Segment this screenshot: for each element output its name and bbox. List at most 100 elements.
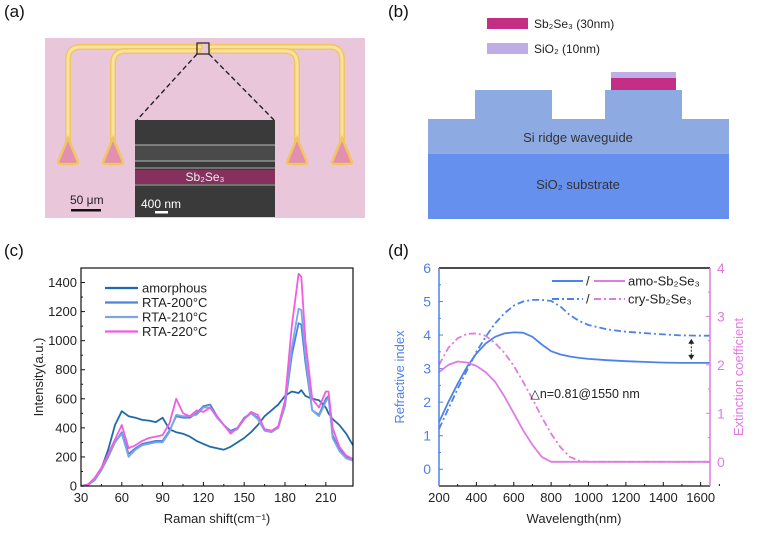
chart-d-xtick-label: 200 <box>428 490 450 505</box>
chart-d-ytick-right-label: 0 <box>717 454 725 470</box>
chart-d-ytick-left-label: 5 <box>423 294 431 310</box>
chart-c-ytick-label: 1000 <box>48 333 77 348</box>
legend-label-sb2se3: Sb₂Se₃ (30nm) <box>534 17 614 31</box>
panel-b-schematic: Sb₂Se₃ (30nm) SiO₂ (10nm) Si ridge waveg… <box>428 17 729 219</box>
legend-label-sio2: SiO₂ (10nm) <box>534 42 600 56</box>
chart-d-optical-constants: 200 400 600 800 1000 1200 1400 1600 0 1 2 3 4 5 6 0 1 2 3 4… <box>392 260 746 526</box>
chart-d-ytick-left-label: 2 <box>423 394 431 410</box>
chart-c-xtick-label: 60 <box>115 490 129 505</box>
chart-c-ticks: 30 60 90 120 150 180 210 0 200 400 600 800 1000 1200 1… <box>48 267 337 505</box>
chart-d-annotation: △n=0.81@1550 nm <box>530 387 640 401</box>
chart-d-ylabel-right: Extinction coefficient <box>731 317 746 436</box>
chart-d-ytick-left-label: 4 <box>423 327 431 343</box>
chart-c-ytick-label: 400 <box>55 420 77 435</box>
chart-c-ytick-label: 1400 <box>48 275 77 290</box>
sem-waveguide-core <box>135 145 275 161</box>
chart-d-legend-label: amo-Sb₂Se₃ <box>628 274 700 289</box>
panel-a-micrograph: Sb₂Se₃ 400 nm 50 μm <box>45 38 365 218</box>
chart-d-xtick-label: 1000 <box>574 490 603 505</box>
chart-c-line-3 <box>80 272 354 487</box>
chart-c-ytick-label: 600 <box>55 391 77 406</box>
delta-n-arrowhead-down <box>688 354 695 360</box>
chart-d-xtick-label: 1400 <box>649 490 678 505</box>
chart-c-ytick-label: 0 <box>70 479 77 494</box>
chart-c-xtick-label: 210 <box>315 490 337 505</box>
chart-c-xtick-label: 180 <box>274 490 296 505</box>
chart-c-ylabel: Intensity(a.u.) <box>31 338 46 417</box>
inset-scale-bar <box>155 211 168 214</box>
legend-swatch-sb2se3 <box>487 18 528 29</box>
chart-d-xlabel: Wavelength(nm) <box>527 511 622 526</box>
inner-arm-left-core <box>111 49 200 142</box>
chart-d-xtick-label: 600 <box>503 490 525 505</box>
coupler-1 <box>56 134 80 166</box>
chart-d-ytick-right-label: 3 <box>717 308 725 324</box>
inset-material-label: Sb₂Se₃ <box>186 170 225 184</box>
panel-label-d: (d) <box>388 241 409 260</box>
zoom-line-left <box>136 53 198 121</box>
chart-d-legend-separator: / <box>586 274 590 289</box>
chart-d-line-3 <box>438 332 710 463</box>
panel-label-c: (c) <box>4 241 24 260</box>
chart-d-xtick-label: 1600 <box>686 490 715 505</box>
panel-label-b: (b) <box>388 2 409 21</box>
chart-d-ytick-left-label: 1 <box>423 428 431 444</box>
chart-d-ylabel-left: Refractive index <box>392 330 407 424</box>
chart-c-frame <box>80 267 354 487</box>
chart-d-series <box>438 298 710 463</box>
coupler-3 <box>285 134 309 166</box>
substrate-label: SiO₂ substrate <box>536 177 620 192</box>
chart-c-ytick-label: 800 <box>55 362 77 377</box>
chart-d-xtick-label: 400 <box>466 490 488 505</box>
chart-d-ytick-right-label: 4 <box>717 260 725 276</box>
chart-c-legend-label: RTA-200°C <box>142 295 207 310</box>
si-ridge-layer <box>428 90 729 154</box>
chart-d-ytick-left-label: 6 <box>423 260 431 276</box>
chart-d-legend: / amo-Sb₂Se₃ / cry-Sb₂Se₃ <box>552 274 700 307</box>
chart-c-series <box>80 272 354 487</box>
main-scale-label: 50 μm <box>70 193 104 207</box>
ridge-label: Si ridge waveguide <box>523 130 633 145</box>
chart-c-legend-label: RTA-220°C <box>142 324 207 339</box>
chart-d-line-1 <box>438 298 710 430</box>
substrate-layer <box>428 154 729 219</box>
chart-d-line-2 <box>438 360 710 463</box>
main-scale-bar <box>71 209 101 212</box>
sem-sb2se3-band <box>135 170 275 184</box>
delta-n-arrowhead-up <box>688 338 695 344</box>
chart-c-xlabel: Raman shift(cm⁻¹) <box>164 511 271 526</box>
sem-inset: Sb₂Se₃ 400 nm <box>135 120 275 217</box>
chart-d-ytick-left-label: 0 <box>423 461 431 477</box>
coupler-4 <box>330 134 354 166</box>
chart-c-xtick-label: 120 <box>193 490 215 505</box>
chart-d-xtick-label: 800 <box>540 490 562 505</box>
outer-arm-right-core <box>208 45 344 142</box>
outer-arm-left-core <box>66 45 202 142</box>
grating-couplers <box>56 134 354 166</box>
chart-c-xtick-label: 150 <box>233 490 255 505</box>
chart-d-ytick-right-label: 2 <box>717 357 725 373</box>
chart-d-xtick-label: 1200 <box>611 490 640 505</box>
legend-swatch-sio2 <box>487 43 528 54</box>
chart-d-ytick-right-label: 1 <box>717 405 725 421</box>
delta-n-arrow <box>688 338 695 360</box>
chart-c-ytick-label: 200 <box>55 449 77 464</box>
sio2-cap <box>611 72 676 78</box>
panel-label-a: (a) <box>4 2 25 21</box>
chart-d-legend-separator: / <box>586 292 590 307</box>
inset-scale-label: 400 nm <box>141 197 181 211</box>
sb2se3-film <box>611 78 676 90</box>
chart-c-raman: 30 60 90 120 150 180 210 0 200 400 600 800 1000 1200 1… <box>31 267 354 526</box>
chart-c-xtick-label: 30 <box>74 490 88 505</box>
waveguide-structure <box>65 44 345 143</box>
zoom-region-box <box>196 42 210 55</box>
chart-d-legend-label: cry-Sb₂Se₃ <box>628 292 692 307</box>
chart-c-legend-label: amorphous <box>142 281 208 296</box>
chart-c-ytick-label: 1200 <box>48 304 77 319</box>
chart-c-legend-label: RTA-210°C <box>142 310 207 325</box>
coupler-2 <box>101 134 125 166</box>
inner-arm-right-core <box>210 49 299 142</box>
chart-d-ytick-left-label: 3 <box>423 361 431 377</box>
